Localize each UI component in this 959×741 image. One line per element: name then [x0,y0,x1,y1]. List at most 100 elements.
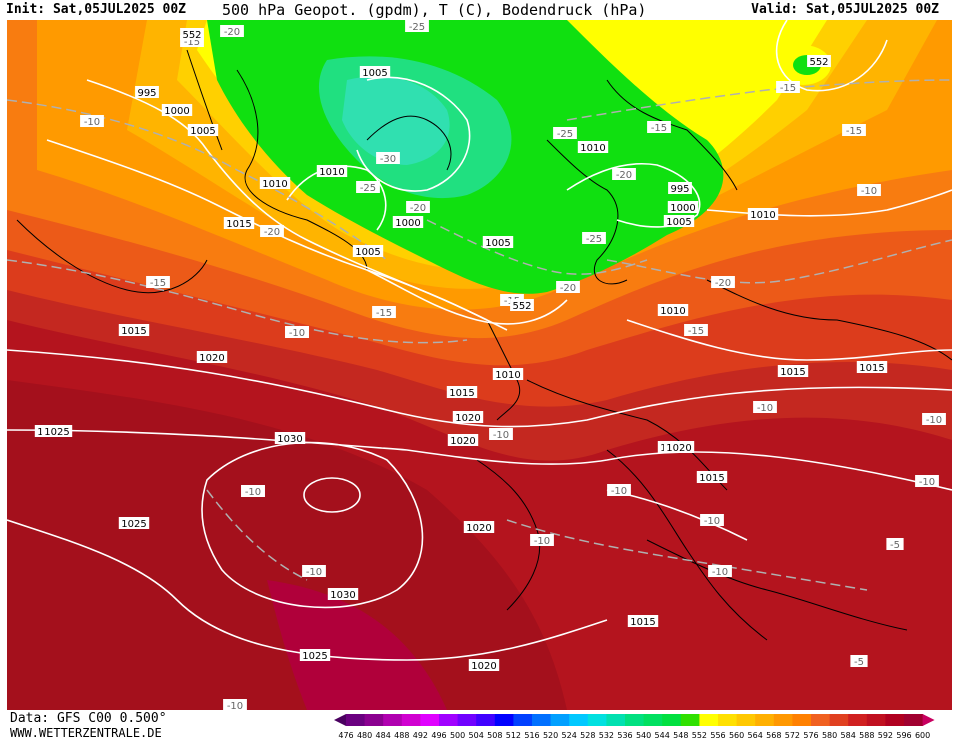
isotherm-label: -20 [220,25,244,38]
isobar-label: 1030 [274,432,306,445]
isobar-label-text: 1015 [630,617,655,628]
colorbar-swatch [494,714,514,726]
isobar-label: 1020 [196,351,228,364]
isobar-label-text: 1010 [580,143,605,154]
isobar-label: 1010 [577,141,609,154]
isotherm-label: -20 [612,168,636,181]
colorbar-tick-label: 540 [636,731,651,740]
colorbar-swatch [662,714,682,726]
isobar-label-text: 1010 [750,210,775,221]
isobar-label-text: 1015 [859,363,884,374]
isotherm-label: -25 [356,181,380,194]
isobar-label-text: 1030 [330,590,355,601]
isotherm-label-text: -10 [534,536,550,547]
isobar-label-text: 1020 [471,661,496,672]
isotherm-label-text: -10 [757,403,773,414]
isotherm-label-text: -10 [245,487,261,498]
isobar-label-text: 1000 [670,203,695,214]
isotherm-label-text: -20 [560,283,576,294]
colorbar-swatch [811,714,831,726]
isobar-label: 1020 [463,521,495,534]
colorbar-swatch [792,714,812,726]
isobar-label: 1015 [777,365,809,378]
colorbar-swatch [680,714,700,726]
colorbar-legend: 476 480 484 488 492 496 500 504 508 512 516 520 524 5… [334,714,935,740]
colorbar-tick-label: 580 [822,731,837,740]
isotherm-label: -10 [708,565,732,578]
isobar-label-text: 1025 [44,427,69,438]
isobar-label-text: 1015 [780,367,805,378]
isobar-label-text: 1000 [395,218,420,229]
isotherm-label: -5 [886,538,904,551]
geopotential-label-text: 552 [182,30,201,41]
isotherm-label-text: -10 [861,186,877,197]
isotherm-label-text: -10 [306,567,322,578]
isotherm-label: -15 [146,276,170,289]
colorbar-swatch [866,714,886,726]
colorbar-tick-label: 568 [766,731,781,740]
isobar-label-text: 1020 [666,443,691,454]
isobar-label-text: 1005 [485,238,510,249]
colorbar-tick-label: 504 [469,731,484,740]
isotherm-label-text: -10 [289,328,305,339]
isobar-label-text: 1025 [302,651,327,662]
colorbar-swatch [625,714,645,726]
isotherm-label: -25 [553,127,577,140]
isobar-label-text: 1015 [226,219,251,230]
isobar-label-text: 1010 [262,179,287,190]
isotherm-label: -10 [753,401,777,414]
colorbar-swatch [829,714,849,726]
isobar-label: 1025 [41,425,73,438]
isobar-label: 1005 [359,66,391,79]
colorbar-swatch [606,714,626,726]
geopotential-label-text: 552 [512,301,531,312]
isobar-label-text: 1010 [660,306,685,317]
isobar-label: 995 [668,182,692,195]
isobar-label: 1020 [468,659,500,672]
isotherm-label: -10 [80,115,104,128]
isobar-label: 1005 [663,215,695,228]
isobar-label: 1025 [118,517,150,530]
isobar-label: 1025 [299,649,331,662]
isobar-label-text: 1005 [362,68,387,79]
isobar-label: 1030 [327,588,359,601]
isobar-label-text: 995 [137,88,156,99]
isobar-label: 1005 [482,236,514,249]
isobar-label-text: 1010 [319,167,344,178]
isotherm-label-text: -15 [780,83,796,94]
isobar-label: 1015 [223,217,255,230]
colorbar-tick-label: 500 [450,731,465,740]
isotherm-label-text: -15 [651,123,667,134]
isotherm-label: -25 [582,232,606,245]
website-credit: WWW.WETTERZENTRALE.DE [10,726,162,740]
isotherm-label: -15 [372,306,396,319]
isobar-label: 1020 [663,441,695,454]
geopotential-label: 552 [510,299,534,312]
isotherm-label: -10 [915,475,939,488]
colorbar-tick-label: 588 [859,731,874,740]
isobar-label: 1005 [187,124,219,137]
isotherm-label-text: -25 [409,22,425,33]
isotherm-label-text: -20 [264,227,280,238]
colorbar-tick-label: 536 [617,731,632,740]
isobar-label-text: 1020 [466,523,491,534]
colorbar-swatch [439,714,459,726]
colorbar-swatch [699,714,719,726]
weather-map: 995 1000 1005 1005 1010 1010 1000 1005 1010 995 10… [7,20,952,710]
isobar-label: 1015 [118,324,150,337]
colorbar-swatch [550,714,570,726]
isotherm-label: -30 [376,152,400,165]
colorbar-tick-label: 476 [338,731,353,740]
isotherm-label: -15 [647,121,671,134]
isobar-label-text: 1005 [190,126,215,137]
colorbar-tick-label: 496 [431,731,446,740]
colorbar-swatch [848,714,868,726]
isobar-label: 1015 [627,615,659,628]
colorbar-swatch [718,714,738,726]
colorbar-swatch [457,714,477,726]
colorbar-swatch [476,714,496,726]
init-time: Init: Sat,05JUL2025 00Z [6,2,187,17]
isotherm-label-text: -25 [360,183,376,194]
isobar-label: 1010 [316,165,348,178]
colorbar-tick-label: 532 [599,731,614,740]
